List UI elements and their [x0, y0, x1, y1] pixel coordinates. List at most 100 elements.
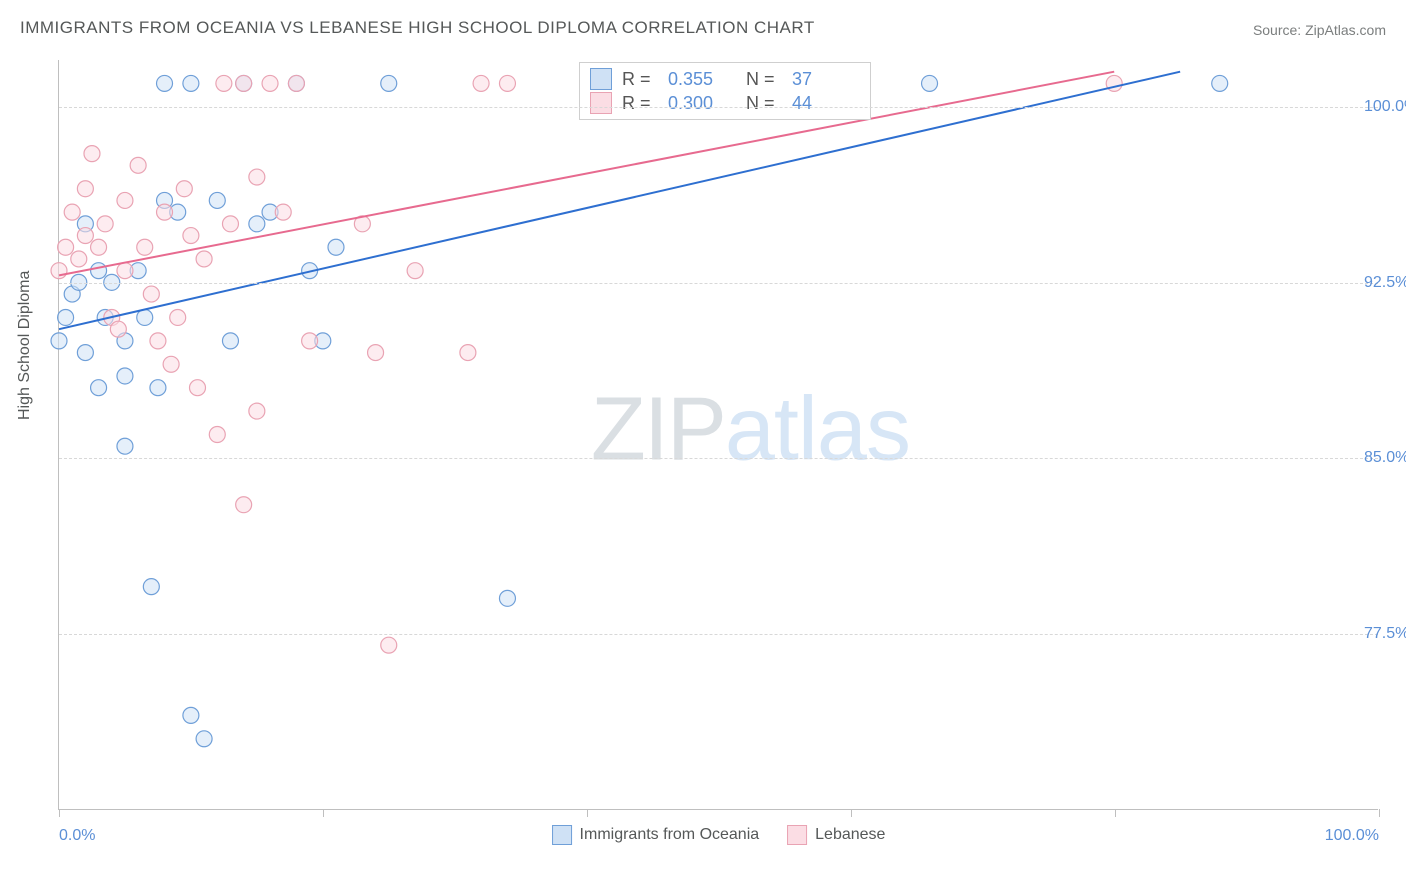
x-tick [1115, 809, 1116, 817]
data-point [473, 75, 489, 91]
grid-line [59, 634, 1378, 635]
stats-row-2: R = 0.300 N = 44 [590, 91, 860, 115]
x-tick-label: 100.0% [1325, 827, 1379, 845]
data-point [117, 192, 133, 208]
data-point [209, 192, 225, 208]
n-label: N = [746, 93, 782, 114]
data-point [222, 216, 238, 232]
data-point [117, 368, 133, 384]
swatch-series1 [590, 68, 612, 90]
n-value-2: 44 [792, 93, 860, 114]
source-label: Source: ZipAtlas.com [1253, 22, 1386, 38]
y-tick-label: 100.0% [1364, 98, 1406, 116]
data-point [150, 333, 166, 349]
stats-row-1: R = 0.355 N = 37 [590, 67, 860, 91]
x-tick-label: 0.0% [59, 827, 95, 845]
x-tick [59, 809, 60, 817]
data-point [51, 263, 67, 279]
y-tick-label: 85.0% [1364, 449, 1406, 467]
data-point [183, 707, 199, 723]
legend-swatch-2 [787, 825, 807, 845]
grid-line [59, 107, 1378, 108]
legend-label-2: Lebanese [815, 826, 885, 844]
x-tick [323, 809, 324, 817]
data-point [190, 380, 206, 396]
chart-svg [59, 60, 1378, 809]
data-point [196, 251, 212, 267]
legend-swatch-1 [552, 825, 572, 845]
data-point [236, 75, 252, 91]
data-point [170, 309, 186, 325]
data-point [407, 263, 423, 279]
x-tick [587, 809, 588, 817]
data-point [222, 333, 238, 349]
data-point [110, 321, 126, 337]
data-point [381, 637, 397, 653]
data-point [143, 286, 159, 302]
n-label: N = [746, 69, 782, 90]
x-tick [1379, 809, 1380, 817]
data-point [150, 380, 166, 396]
data-point [71, 251, 87, 267]
data-point [77, 345, 93, 361]
data-point [209, 427, 225, 443]
data-point [381, 75, 397, 91]
r-label: R = [622, 69, 658, 90]
data-point [460, 345, 476, 361]
swatch-series2 [590, 92, 612, 114]
grid-line [59, 283, 1378, 284]
data-point [499, 75, 515, 91]
data-point [91, 239, 107, 255]
data-point [1212, 75, 1228, 91]
data-point [137, 309, 153, 325]
r-value-2: 0.300 [668, 93, 736, 114]
x-tick [851, 809, 852, 817]
data-point [275, 204, 291, 220]
data-point [183, 228, 199, 244]
data-point [117, 438, 133, 454]
bottom-legend: Immigrants from Oceania Lebanese [552, 825, 886, 845]
data-point [328, 239, 344, 255]
data-point [77, 228, 93, 244]
data-point [249, 403, 265, 419]
data-point [91, 263, 107, 279]
data-point [130, 157, 146, 173]
n-value-1: 37 [792, 69, 860, 90]
data-point [499, 590, 515, 606]
data-point [249, 169, 265, 185]
data-point [84, 146, 100, 162]
chart-title: IMMIGRANTS FROM OCEANIA VS LEBANESE HIGH… [20, 18, 815, 38]
data-point [97, 216, 113, 232]
data-point [368, 345, 384, 361]
data-point [77, 181, 93, 197]
data-point [249, 216, 265, 232]
data-point [137, 239, 153, 255]
data-point [91, 380, 107, 396]
legend-item-2: Lebanese [787, 825, 885, 845]
data-point [157, 204, 173, 220]
stats-box: R = 0.355 N = 37 R = 0.300 N = 44 [579, 62, 871, 120]
data-point [58, 239, 74, 255]
data-point [262, 75, 278, 91]
data-point [143, 579, 159, 595]
y-tick-label: 77.5% [1364, 625, 1406, 643]
grid-line [59, 458, 1378, 459]
data-point [236, 497, 252, 513]
data-point [64, 204, 80, 220]
data-point [183, 75, 199, 91]
data-point [51, 333, 67, 349]
data-point [302, 333, 318, 349]
y-axis-label: High School Diploma [16, 271, 34, 420]
data-point [157, 75, 173, 91]
data-point [216, 75, 232, 91]
legend-item-1: Immigrants from Oceania [552, 825, 760, 845]
r-label: R = [622, 93, 658, 114]
data-point [117, 263, 133, 279]
r-value-1: 0.355 [668, 69, 736, 90]
y-tick-label: 92.5% [1364, 274, 1406, 292]
data-point [176, 181, 192, 197]
data-point [58, 309, 74, 325]
legend-label-1: Immigrants from Oceania [580, 826, 760, 844]
data-point [163, 356, 179, 372]
data-point [922, 75, 938, 91]
